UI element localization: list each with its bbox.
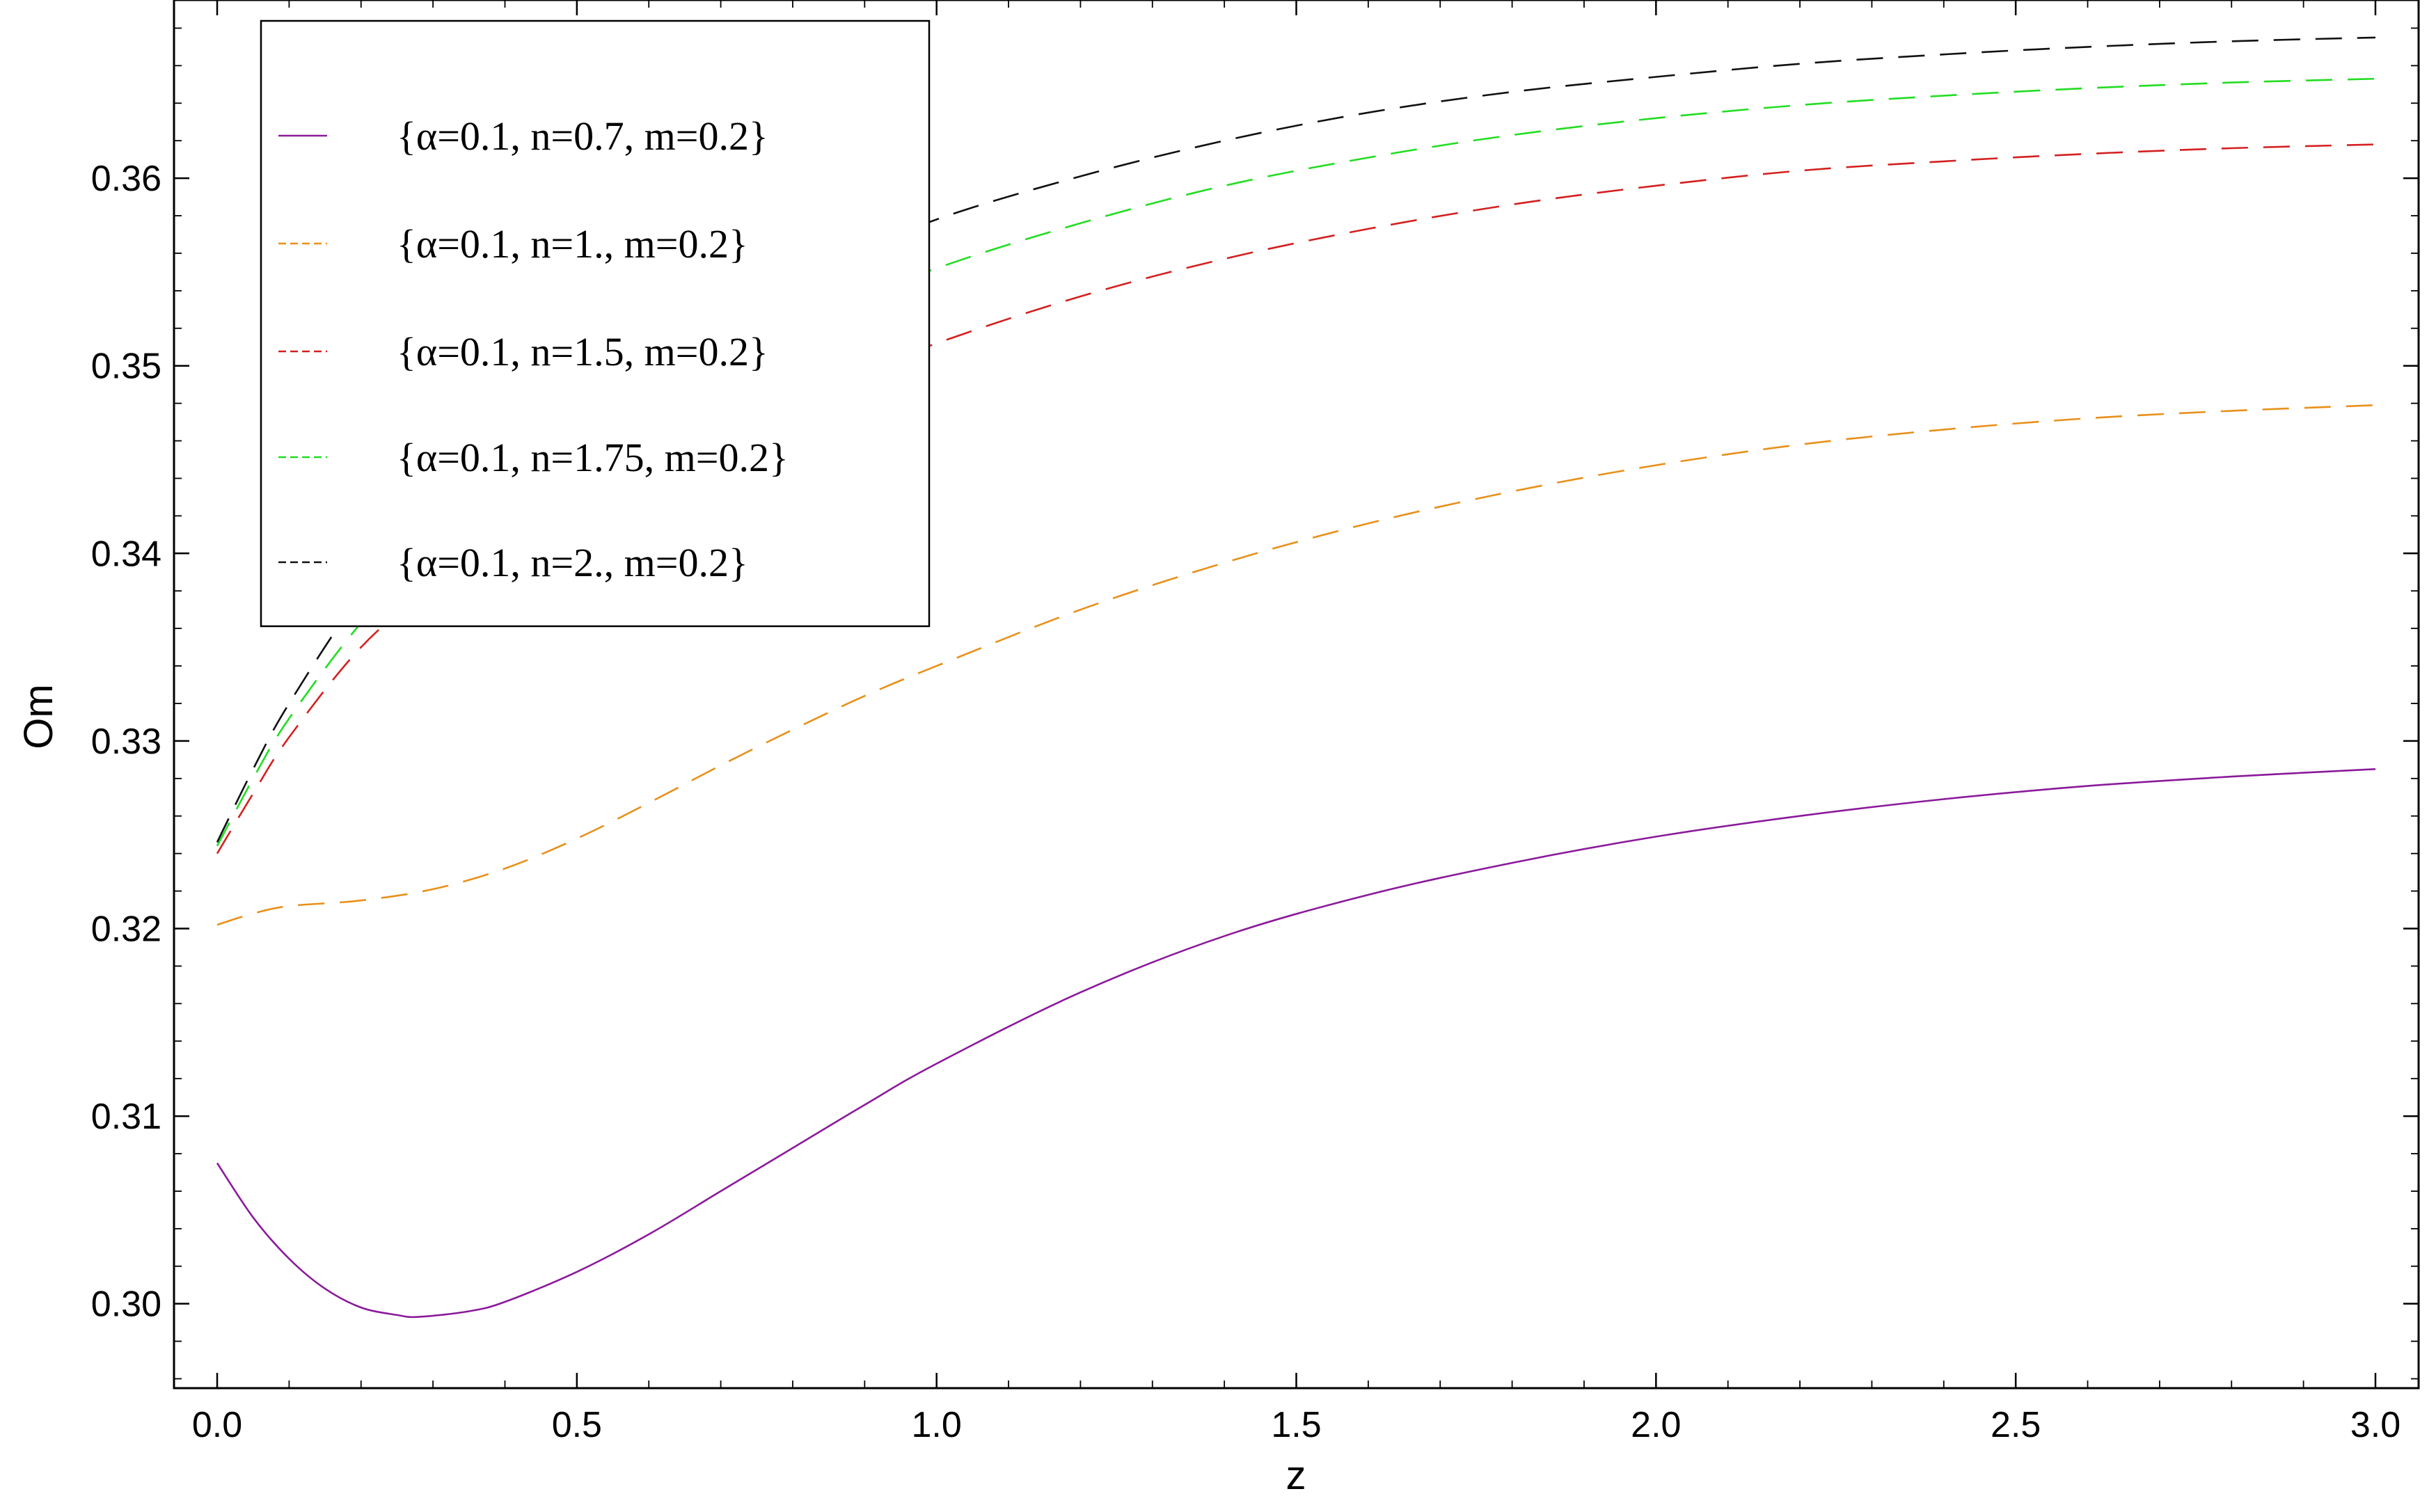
x-tick-label: 0.5 <box>552 1405 602 1445</box>
x-tick-label: 1.5 <box>1271 1405 1321 1445</box>
y-tick-label: 0.35 <box>91 347 161 387</box>
axis-ticks: 0.0 0.5 1.0 1.5 2.0 2.5 3.0 0.30 0.31 0.32 0.33 0.3… <box>91 0 2419 1445</box>
y-tick-label: 0.34 <box>91 534 161 574</box>
x-tick-label: 1.0 <box>912 1405 962 1445</box>
legend-label-3: {α=0.1, n=1.5, m=0.2} <box>397 329 768 374</box>
legend-label-2: {α=0.1, n=1., m=0.2} <box>397 221 748 266</box>
legend-label-1: {α=0.1, n=0.7, m=0.2} <box>397 113 768 159</box>
legend-label-5: {α=0.1, n=2., m=0.2} <box>397 540 748 585</box>
series-line-3 <box>216 143 2376 854</box>
y-axis-title: Om <box>16 684 61 749</box>
y-tick-label: 0.30 <box>91 1284 161 1325</box>
y-tick-label: 0.36 <box>91 159 161 199</box>
x-tick-label: 0.0 <box>192 1405 242 1445</box>
x-tick-label: 3.0 <box>2350 1405 2401 1445</box>
y-tick-label: 0.32 <box>91 909 161 949</box>
y-tick-label: 0.31 <box>91 1097 161 1137</box>
legend-box <box>260 19 931 628</box>
series-line-1 <box>216 768 2376 1319</box>
series-line-4 <box>216 77 2376 847</box>
legend: {α=0.1, n=0.7, m=0.2} {α=0.1, n=1., m=0.2… <box>260 19 931 628</box>
legend-label-4: {α=0.1, n=1.75, m=0.2} <box>397 435 789 480</box>
y-tick-label: 0.33 <box>91 722 161 762</box>
x-tick-label: 2.0 <box>1631 1405 1681 1445</box>
series-line-2 <box>216 404 2376 926</box>
x-axis-title: z <box>1286 1453 1306 1498</box>
x-tick-label: 2.5 <box>1991 1405 2041 1445</box>
